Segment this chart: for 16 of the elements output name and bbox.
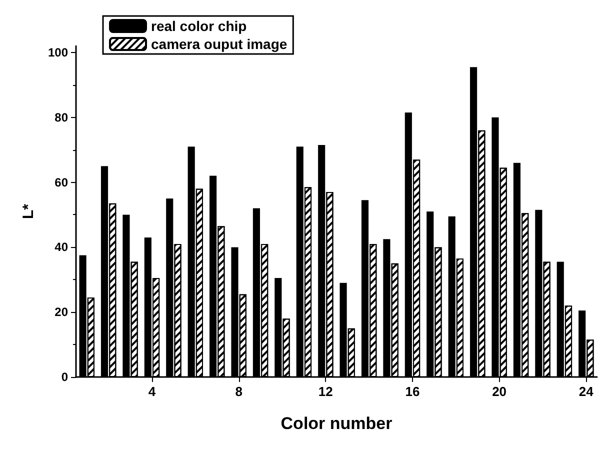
legend-label: real color chip	[151, 18, 247, 34]
y-axis-title: L*	[20, 204, 37, 219]
y-tick-label: 80	[54, 110, 68, 124]
x-tick-label: 20	[492, 384, 507, 399]
x-tick-label: 4	[148, 384, 156, 399]
x-tick-label: 12	[318, 384, 333, 399]
y-tick-label: 20	[54, 305, 68, 320]
x-tick-label: 8	[235, 384, 242, 399]
y-tick-label: 100	[48, 45, 68, 60]
x-tick-label: 24	[578, 384, 594, 399]
legend-label: camera ouput image	[151, 36, 288, 52]
y-tick-label: 60	[54, 175, 68, 190]
x-axis-title: Color number	[280, 414, 393, 433]
x-tick-label: 16	[405, 384, 420, 399]
y-tick-label: 0	[61, 370, 68, 384]
y-tick-label: 40	[54, 240, 68, 254]
